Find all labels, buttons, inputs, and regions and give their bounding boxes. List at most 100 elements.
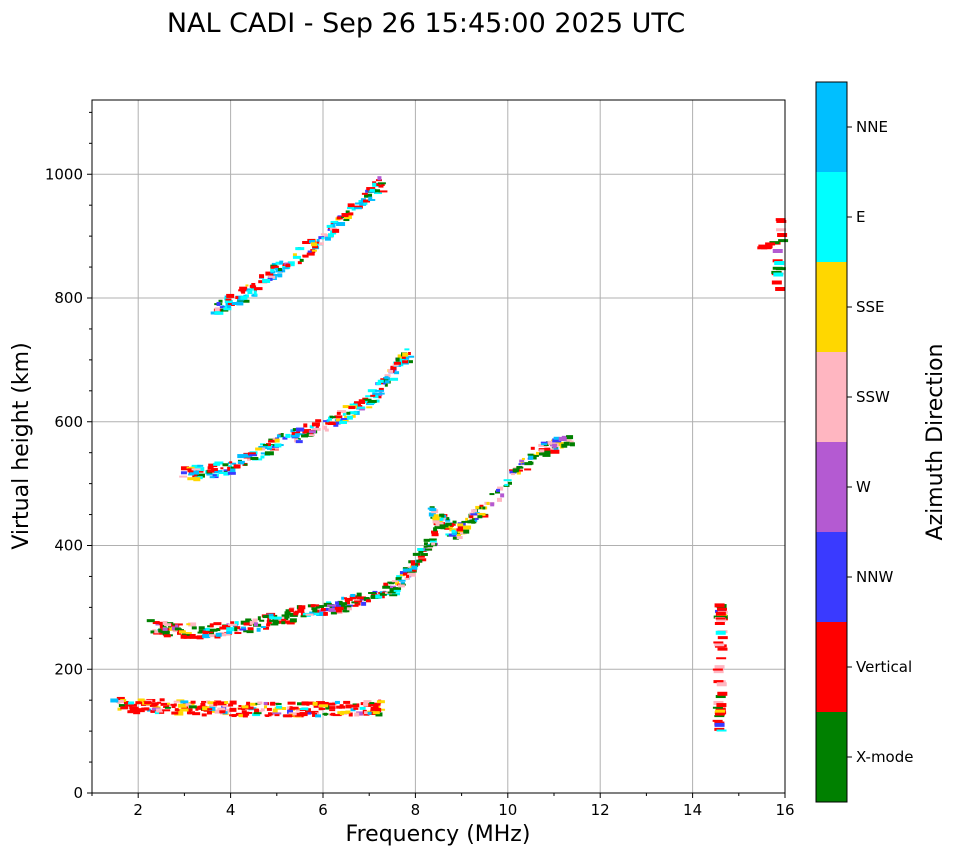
echo-mark: [395, 358, 405, 362]
echo-mark: [300, 615, 307, 618]
echo-mark: [334, 700, 340, 704]
echo-mark: [266, 447, 272, 450]
echo-mark: [217, 701, 227, 706]
echo-mark: [295, 427, 304, 432]
echo-mark: [191, 468, 201, 471]
echo-mark: [446, 517, 450, 521]
echo-mark: [133, 711, 141, 715]
echo-mark: [343, 700, 351, 704]
echo-mark: [185, 708, 193, 712]
echo-mark: [170, 703, 176, 706]
echo-mark: [227, 302, 235, 306]
echo-mark: [338, 603, 345, 608]
echo-mark: [245, 284, 249, 287]
echo-mark: [200, 702, 206, 706]
echo-mark: [364, 193, 373, 198]
echo-mark: [776, 228, 787, 232]
echo-mark: [285, 433, 291, 438]
echo-mark: [297, 261, 302, 265]
echo-mark: [406, 355, 415, 358]
echo-mark: [486, 501, 490, 505]
echo-mark: [772, 248, 783, 253]
echo-mark: [222, 463, 229, 467]
echo-mark: [277, 616, 287, 620]
echo-mark: [280, 433, 284, 438]
echo-mark: [294, 712, 301, 717]
echo-mark: [223, 470, 228, 474]
echo-mark: [255, 447, 264, 451]
echo-mark: [311, 607, 318, 611]
echo-mark: [378, 190, 388, 193]
echo-mark: [227, 305, 232, 309]
echo-mark: [416, 559, 423, 563]
echo-mark: [500, 493, 505, 498]
echo-mark: [345, 600, 351, 605]
echo-mark: [189, 633, 196, 637]
echo-mark: [252, 713, 261, 717]
echo-mark: [716, 703, 727, 708]
echo-mark: [330, 610, 337, 615]
echo-mark: [181, 706, 189, 710]
echo-mark: [417, 547, 425, 551]
echo-mark: [324, 428, 329, 432]
echo-mark: [356, 596, 364, 600]
echo-mark: [210, 709, 219, 713]
echo-mark: [315, 425, 319, 430]
echo-mark: [312, 604, 320, 607]
echo-mark: [456, 536, 463, 540]
echo-mark: [714, 603, 725, 608]
echo-mark: [475, 505, 480, 509]
echo-mark: [172, 630, 181, 633]
echo-mark: [255, 458, 263, 461]
echo-mark: [312, 712, 318, 717]
echo-mark: [294, 610, 299, 614]
echo-mark: [124, 704, 134, 707]
echo-mark: [129, 706, 133, 710]
echo-mark: [241, 707, 246, 711]
echo-mark: [304, 429, 312, 434]
echo-mark: [346, 415, 353, 420]
echo-mark: [260, 626, 266, 629]
echo-mark: [208, 463, 217, 467]
echo-mark: [207, 466, 214, 470]
echo-mark: [516, 466, 524, 469]
echo-mark: [569, 442, 575, 447]
echo-mark: [254, 293, 258, 296]
colorbar-label: NNW: [856, 568, 893, 586]
echo-mark: [241, 288, 251, 292]
echo-mark: [713, 680, 724, 684]
echo-mark: [263, 701, 268, 705]
echo-mark: [332, 604, 342, 609]
echo-mark: [449, 522, 454, 527]
echo-mark: [339, 609, 348, 613]
echo-mark: [389, 594, 398, 597]
echo-mark: [234, 621, 239, 626]
echo-mark: [337, 410, 347, 414]
echo-mark: [128, 701, 135, 705]
echo-mark: [185, 703, 192, 707]
echo-mark: [253, 712, 262, 715]
echo-mark: [489, 493, 495, 496]
echo-mark: [218, 472, 228, 475]
echo-mark: [285, 264, 291, 268]
echo-mark: [402, 360, 409, 364]
y-tick-label: 200: [54, 660, 83, 678]
echo-mark: [173, 700, 180, 703]
echo-mark: [203, 628, 208, 632]
echo-mark: [356, 592, 362, 597]
echo-mark: [363, 702, 369, 707]
echo-mark: [563, 441, 573, 446]
echo-mark: [311, 249, 317, 252]
echo-mark: [224, 701, 229, 705]
echo-mark: [270, 702, 276, 706]
echo-mark: [162, 620, 168, 625]
echo-mark: [178, 630, 186, 634]
echo-mark: [277, 273, 283, 278]
echo-mark: [160, 702, 170, 706]
echo-mark: [378, 708, 386, 711]
echo-mark: [553, 446, 559, 451]
echo-mark: [507, 481, 512, 485]
echo-mark: [223, 472, 230, 476]
echo-mark: [538, 443, 548, 447]
echo-mark: [327, 706, 336, 710]
